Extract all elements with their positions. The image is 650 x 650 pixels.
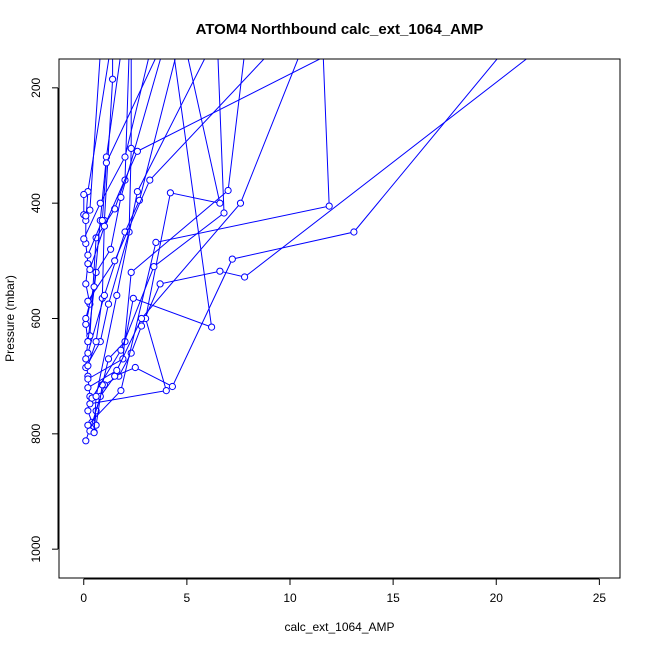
data-point-1-1 bbox=[82, 437, 90, 445]
data-point-3-7 bbox=[350, 228, 358, 236]
data-point-18-3 bbox=[121, 153, 129, 161]
x-tick-label-4: 15 bbox=[386, 591, 400, 605]
data-point-7-4 bbox=[220, 209, 228, 217]
series-line-18 bbox=[83, 59, 149, 240]
x-tick-label-5: 20 bbox=[490, 591, 504, 605]
data-point-15-2 bbox=[111, 257, 119, 265]
data-point-8-4 bbox=[224, 186, 232, 195]
data-point-4-4 bbox=[325, 202, 333, 210]
data-point-17-3 bbox=[102, 159, 111, 167]
data-point-10-1 bbox=[84, 362, 92, 370]
data-point-19-1 bbox=[80, 190, 88, 199]
series-line-17 bbox=[87, 59, 156, 256]
data-point-17-1 bbox=[84, 251, 92, 259]
data-point-11-2 bbox=[100, 291, 109, 299]
data-point-18-2 bbox=[96, 199, 104, 207]
y-tick-label-4: 800 bbox=[29, 424, 43, 444]
data-point-11-1 bbox=[84, 349, 92, 357]
plot-area bbox=[80, 59, 528, 445]
data-point-20-1 bbox=[84, 384, 92, 392]
plot-border bbox=[58, 58, 621, 579]
data-point-1-6 bbox=[82, 355, 90, 363]
y-tick-label-1: 200 bbox=[29, 78, 43, 98]
x-tick-label-3: 10 bbox=[283, 591, 297, 605]
data-point-1-8 bbox=[82, 320, 90, 328]
x-axis-label: calc_ext_1064_AMP bbox=[284, 620, 394, 634]
x-axis: 0 5 10 15 20 25 bbox=[80, 578, 607, 605]
data-point-3-6 bbox=[228, 255, 236, 263]
x-tick-label-1: 0 bbox=[80, 591, 87, 605]
y-tick-label-3: 600 bbox=[29, 308, 43, 328]
data-point-12-1 bbox=[86, 332, 94, 340]
data-point-5-3 bbox=[104, 355, 113, 363]
data-point-15-1 bbox=[84, 297, 92, 305]
data-point-3-5 bbox=[168, 382, 176, 391]
x-tick-label-6: 25 bbox=[593, 591, 607, 605]
y-axis-label: Pressure (mbar) bbox=[3, 275, 17, 362]
data-point-6-4 bbox=[166, 189, 174, 197]
data-point-10-2 bbox=[92, 338, 100, 346]
data-point-16-3 bbox=[133, 147, 141, 155]
data-point-21-2 bbox=[92, 392, 100, 400]
data-point-9-3 bbox=[104, 300, 113, 308]
series-line-10 bbox=[87, 59, 114, 366]
data-point-2-7 bbox=[156, 280, 164, 288]
data-point-10-5 bbox=[109, 75, 117, 83]
data-point-3-4 bbox=[131, 363, 139, 372]
data-point-20-3 bbox=[137, 314, 146, 323]
data-point-13-1 bbox=[84, 338, 92, 346]
data-point-15-3 bbox=[146, 176, 154, 184]
y-axis: 200 400 600 800 1000 bbox=[29, 78, 59, 563]
data-point-4-3 bbox=[152, 238, 160, 246]
data-point-20-2 bbox=[113, 366, 121, 374]
data-point-4-2 bbox=[117, 387, 125, 395]
data-point-9-5 bbox=[127, 144, 135, 152]
series-line-16 bbox=[89, 59, 321, 270]
series-line-15 bbox=[87, 59, 265, 302]
data-point-8-3 bbox=[127, 268, 135, 276]
data-point-6-5 bbox=[216, 199, 224, 207]
data-point-19-4 bbox=[86, 206, 94, 214]
x-tick-label-2: 5 bbox=[184, 591, 191, 605]
data-point-21-3 bbox=[113, 291, 121, 299]
data-point-6-2 bbox=[162, 387, 170, 395]
data-point-18-1 bbox=[80, 235, 88, 243]
y-tick-label-2: 400 bbox=[29, 193, 43, 213]
data-point-3-3 bbox=[111, 372, 119, 380]
data-point-19-3 bbox=[82, 212, 90, 220]
y-tick-label-5: 1000 bbox=[29, 535, 43, 562]
data-point-4-1 bbox=[84, 421, 92, 429]
data-point-8-1 bbox=[84, 375, 92, 383]
data-point-7-3 bbox=[150, 263, 158, 271]
data-point-16-1 bbox=[86, 265, 94, 274]
data-point-20-4 bbox=[236, 199, 245, 207]
data-point-1-10 bbox=[82, 280, 90, 288]
data-point-1-11 bbox=[84, 260, 92, 268]
data-point-2-9 bbox=[241, 273, 249, 281]
series-line-6 bbox=[89, 59, 221, 405]
chart-title: ATOM4 Northbound calc_ext_1064_AMP bbox=[196, 21, 484, 38]
data-point-5-6 bbox=[208, 323, 216, 331]
series-line-3 bbox=[89, 59, 498, 432]
data-point-17-2 bbox=[98, 216, 106, 225]
data-point-5-5 bbox=[129, 294, 137, 302]
data-point-21-4 bbox=[133, 188, 141, 196]
data-point-14-1 bbox=[82, 314, 90, 323]
data-point-2-8 bbox=[216, 267, 224, 275]
data-point-1-3 bbox=[84, 407, 92, 415]
data-point-21-1 bbox=[90, 429, 98, 437]
data-point-13-4 bbox=[117, 193, 125, 201]
data-point-13-3 bbox=[107, 245, 115, 253]
